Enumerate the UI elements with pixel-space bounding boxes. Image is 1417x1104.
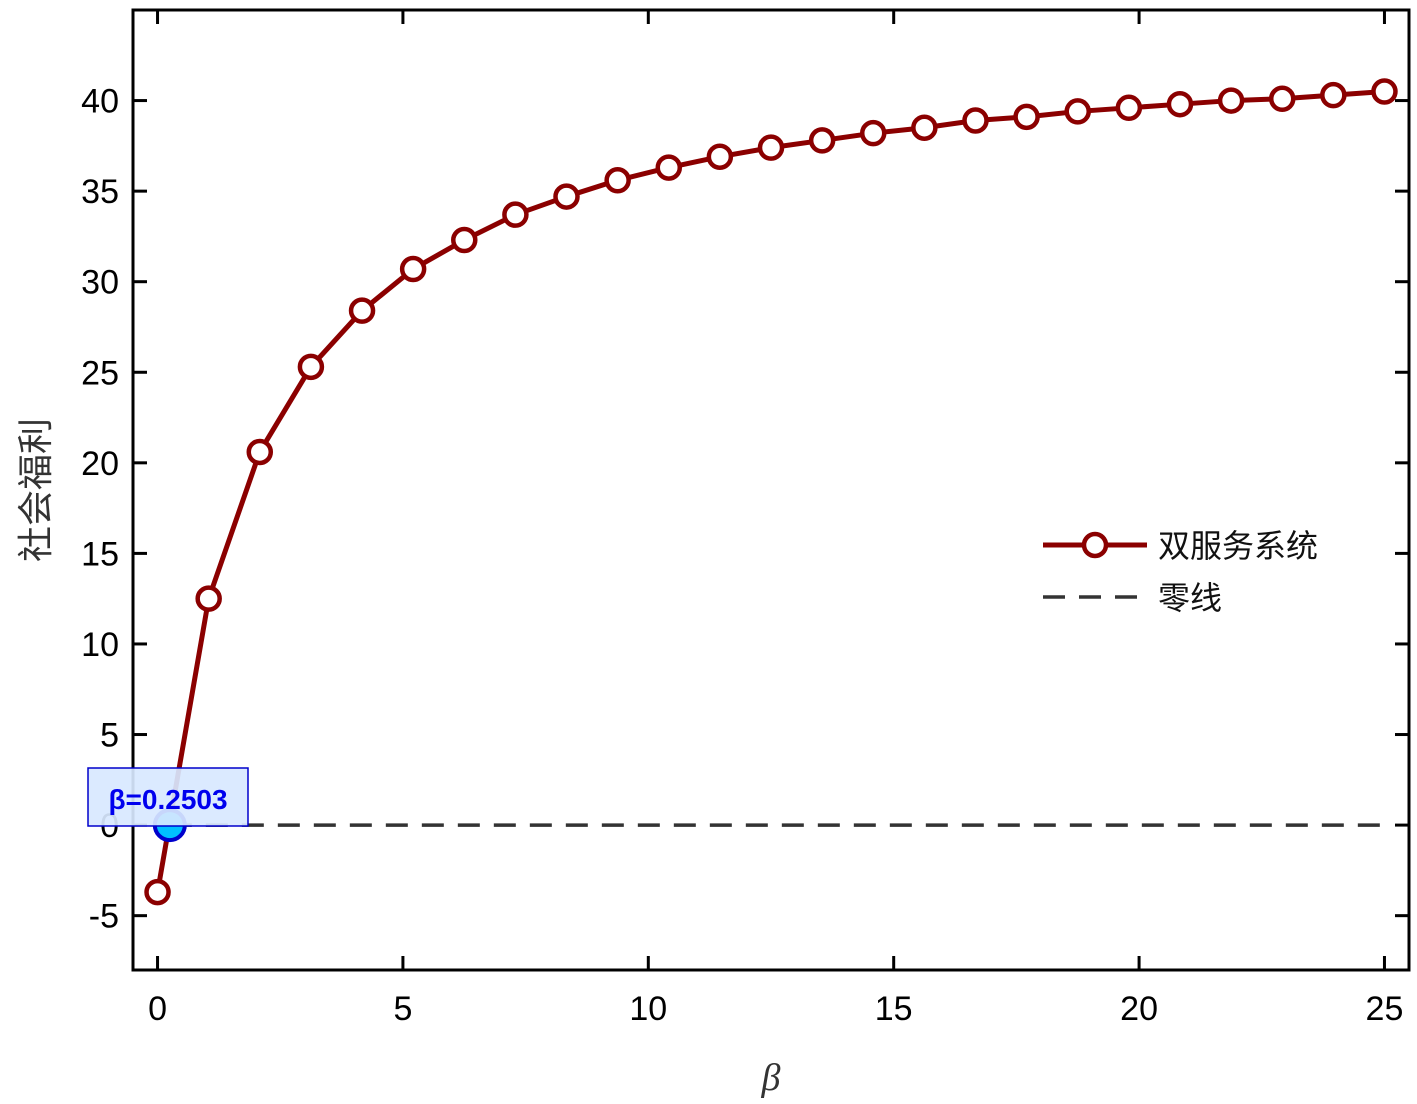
data-point (246, 438, 274, 466)
data-point (1320, 81, 1347, 109)
x-tick-label: 5 (393, 990, 412, 1028)
y-tick-label: 10 (81, 626, 119, 664)
data-point (1217, 87, 1245, 114)
series-layer (144, 78, 1398, 906)
y-tick-label: 15 (81, 535, 119, 573)
data-point (808, 127, 836, 154)
data-point (399, 255, 427, 283)
x-tick-label: 0 (148, 990, 167, 1028)
data-point (451, 226, 478, 254)
data-point (1371, 78, 1398, 105)
x-tick-label: 20 (1120, 990, 1158, 1028)
data-point (604, 167, 631, 194)
annotation-box (87, 767, 249, 827)
y-axis-title: 社会福利 (16, 418, 57, 562)
data-point (1064, 98, 1091, 125)
annotation-label: β=0.2503 (108, 784, 227, 815)
y-tick-label: 35 (81, 173, 119, 211)
annotation-layer: β=0.2503 (87, 767, 249, 843)
x-tick-label: 25 (1366, 990, 1404, 1028)
data-point (962, 107, 989, 134)
data-point (195, 585, 222, 612)
y-tick-label: 20 (81, 445, 119, 483)
x-tick-label: 10 (629, 990, 667, 1028)
data-point (297, 353, 325, 381)
data-point (655, 154, 683, 181)
data-point (859, 119, 887, 147)
data-point (911, 114, 938, 141)
y-tick-label: 5 (100, 717, 119, 755)
legend-label-zero: 零线 (1158, 579, 1222, 617)
data-point (1115, 94, 1143, 122)
x-axis-title: β (761, 1057, 781, 1099)
plot-frame (131, 8, 1411, 972)
data-point (1268, 85, 1296, 113)
data-point (553, 183, 580, 210)
y-tick-label: -5 (89, 898, 119, 936)
data-point (757, 134, 785, 161)
data-point (1166, 90, 1194, 118)
legend-label-dual-service: 双服务系统 (1158, 527, 1318, 565)
legend-marker-dual-service (1081, 531, 1109, 559)
data-point (1013, 103, 1040, 131)
series-line-dual-service (155, 89, 1385, 893)
data-point (706, 143, 734, 170)
y-tick-label: 40 (81, 83, 119, 121)
data-point (502, 201, 529, 228)
y-tick-label: 30 (81, 264, 119, 302)
data-point (348, 297, 376, 324)
x-tick-label: 15 (875, 990, 913, 1028)
data-point (144, 878, 171, 906)
y-tick-label: 25 (81, 354, 119, 392)
